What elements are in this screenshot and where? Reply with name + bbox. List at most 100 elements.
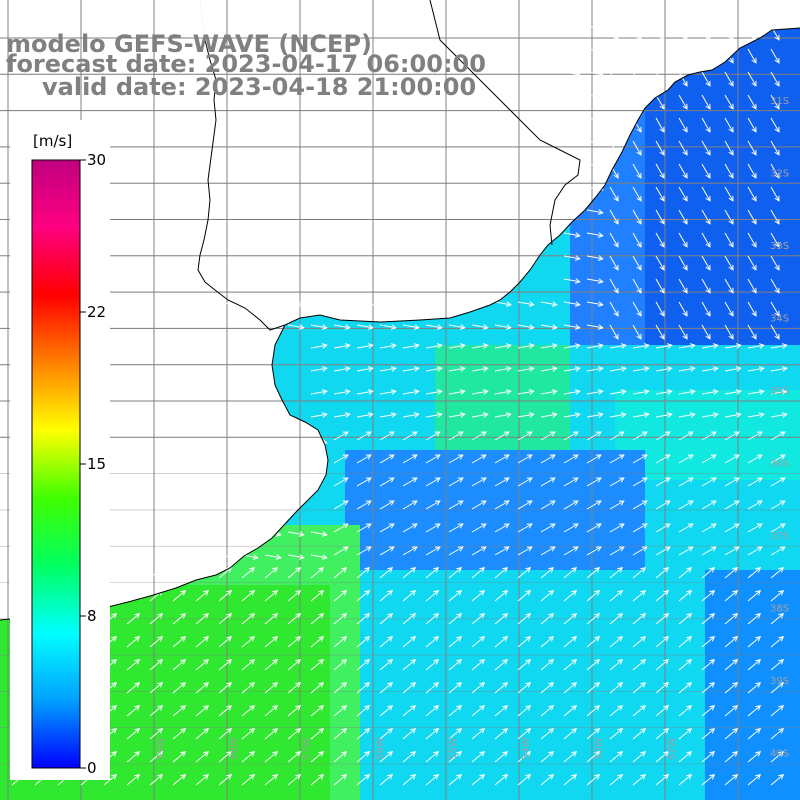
wind-arrow xyxy=(448,477,464,487)
wind-arrow xyxy=(264,554,282,560)
wind-arrow xyxy=(609,324,619,340)
wind-arrow xyxy=(678,255,688,271)
wind-arrow xyxy=(425,500,441,510)
wind-arrow xyxy=(540,567,555,579)
wind-arrow xyxy=(425,343,443,349)
wind-arrow xyxy=(770,163,780,179)
wind-arrow xyxy=(310,774,325,786)
wind-arrow xyxy=(586,728,601,740)
wind-arrow xyxy=(724,477,740,487)
wind-arrow xyxy=(563,659,578,671)
wind-arrow xyxy=(655,343,673,349)
wind-arrow xyxy=(747,186,757,202)
wind-arrow xyxy=(126,751,141,763)
wind-arrow xyxy=(494,412,512,418)
wind-arrow xyxy=(632,546,648,556)
wind-arrow xyxy=(632,728,647,740)
wind-arrow xyxy=(471,728,486,740)
wind-arrow xyxy=(540,412,558,418)
wind-arrow xyxy=(218,774,233,786)
wind-arrow xyxy=(678,343,696,349)
wind-arrow xyxy=(586,523,602,533)
wind-arrow xyxy=(402,301,420,307)
wind-arrow xyxy=(632,94,642,110)
wind-arrow xyxy=(471,500,487,510)
wind-arrow xyxy=(471,659,486,671)
wind-arrow xyxy=(632,209,642,225)
wind-arrow xyxy=(379,751,394,763)
wind-arrow xyxy=(494,728,509,740)
wind-arrow xyxy=(586,389,604,395)
wind-arrow xyxy=(747,366,765,372)
wind-arrow xyxy=(448,343,466,349)
wind-arrow xyxy=(333,659,348,671)
wind-arrow xyxy=(586,567,601,579)
wind-arrow xyxy=(241,751,256,763)
wind-arrow xyxy=(356,412,374,418)
wind-arrow xyxy=(678,431,694,441)
wind-arrow xyxy=(310,301,328,307)
wind-arrow xyxy=(425,477,441,487)
wind-arrow xyxy=(425,774,440,786)
wind-arrow xyxy=(517,590,532,602)
latitude-label: 33S xyxy=(770,241,789,252)
wind-arrow xyxy=(448,546,464,556)
wind-arrow xyxy=(241,682,256,694)
wind-arrow xyxy=(678,454,694,464)
wind-arrow xyxy=(655,682,670,694)
wind-arrow xyxy=(448,636,463,648)
latitude-label: 36S xyxy=(770,459,789,470)
wind-arrow xyxy=(724,500,740,510)
wind-arrow xyxy=(402,477,418,487)
wind-arrow xyxy=(724,705,739,717)
wind-arrow xyxy=(379,301,397,307)
wind-arrow xyxy=(563,366,581,372)
wind-arrow xyxy=(701,343,719,349)
wind-arrow xyxy=(632,163,642,179)
wind-arrow xyxy=(747,567,762,579)
wind-arrow xyxy=(747,324,757,340)
wind-arrow xyxy=(494,343,512,349)
wind-arrow xyxy=(356,613,371,625)
wind-arrow xyxy=(563,140,581,146)
wind-arrow xyxy=(655,636,670,648)
wind-arrow xyxy=(655,546,671,556)
wind-arrow xyxy=(172,636,187,648)
wind-arrow xyxy=(586,343,604,349)
wind-arrow xyxy=(448,705,463,717)
wind-arrow xyxy=(379,705,394,717)
wind-arrow xyxy=(333,774,348,786)
wind-arrow xyxy=(724,590,739,602)
wind-arrow xyxy=(379,477,395,487)
wind-arrow xyxy=(126,728,141,740)
wind-arrow xyxy=(609,774,624,786)
wind-arrow xyxy=(402,523,418,533)
wind-arrow xyxy=(770,613,785,625)
wind-arrow xyxy=(379,590,394,602)
latitude-labels: 31S 32S 33S 34S 35S 36S 37S 38S 39S 40S xyxy=(770,96,789,760)
wind-arrow xyxy=(724,343,742,349)
wind-arrow xyxy=(678,140,688,156)
wind-arrow xyxy=(517,389,535,395)
wind-arrow xyxy=(287,728,302,740)
wind-arrow xyxy=(333,705,348,717)
wind-arrow xyxy=(770,48,780,64)
wind-arrow xyxy=(655,590,670,602)
wind-arrow xyxy=(770,389,788,395)
wind-arrow xyxy=(655,412,673,418)
model-title: modelo GEFS-WAVE (NCEP) xyxy=(6,30,372,58)
wind-arrow xyxy=(563,613,578,625)
wind-arrow xyxy=(471,343,489,349)
wind-arrow xyxy=(609,278,619,294)
wind-arrow xyxy=(425,751,440,763)
wind-arrow xyxy=(379,431,395,441)
wind-arrow xyxy=(402,659,417,671)
wind-arrow xyxy=(448,682,463,694)
wind-arrow xyxy=(724,94,734,110)
wind-arrow xyxy=(586,366,604,372)
wind-arrow xyxy=(356,324,374,330)
wind-arrow xyxy=(264,613,279,625)
wind-arrow xyxy=(425,567,440,579)
wind-arrow xyxy=(655,613,670,625)
wind-arrow xyxy=(747,48,757,64)
